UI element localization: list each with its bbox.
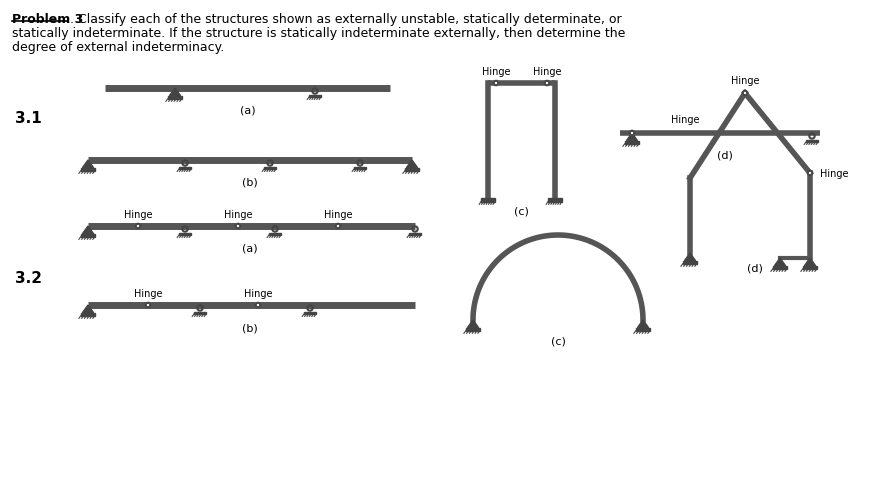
Polygon shape (354, 167, 365, 170)
Text: (d): (d) (746, 264, 762, 273)
Text: Hinge: Hinge (481, 67, 509, 77)
Text: Problem 3: Problem 3 (12, 13, 83, 26)
Polygon shape (168, 97, 182, 99)
Polygon shape (83, 226, 93, 234)
Text: Hinge: Hinge (133, 288, 162, 298)
Text: Hinge: Hinge (532, 67, 561, 77)
Circle shape (335, 224, 340, 229)
Text: 3.1: 3.1 (15, 111, 41, 126)
Polygon shape (624, 142, 638, 144)
Circle shape (135, 224, 140, 229)
Polygon shape (269, 233, 281, 236)
Text: (b): (b) (241, 324, 257, 333)
Text: Hinge: Hinge (323, 209, 352, 220)
Text: Hinge: Hinge (224, 209, 252, 220)
Polygon shape (169, 89, 180, 97)
Text: (d): (d) (716, 151, 732, 161)
Polygon shape (547, 199, 561, 202)
Polygon shape (309, 96, 320, 98)
Polygon shape (405, 168, 419, 171)
Polygon shape (81, 234, 95, 237)
Polygon shape (774, 259, 785, 266)
Polygon shape (682, 261, 696, 264)
Polygon shape (406, 161, 417, 168)
Polygon shape (408, 233, 421, 236)
Circle shape (146, 303, 150, 307)
Text: 3.2: 3.2 (15, 271, 42, 286)
Circle shape (493, 81, 498, 86)
Polygon shape (772, 266, 786, 269)
Text: Hinge: Hinge (243, 288, 272, 298)
Text: (a): (a) (242, 244, 257, 253)
Polygon shape (805, 141, 817, 142)
Circle shape (544, 81, 549, 86)
Circle shape (629, 131, 634, 136)
Polygon shape (803, 259, 815, 266)
Polygon shape (83, 161, 93, 168)
Polygon shape (467, 320, 478, 328)
Text: . Classify each of the structures shown as externally unstable, statically deter: . Classify each of the structures shown … (70, 13, 621, 26)
Text: Hinge: Hinge (670, 115, 699, 125)
Polygon shape (480, 199, 494, 202)
Polygon shape (179, 233, 191, 236)
Text: Hinge: Hinge (730, 76, 759, 86)
Polygon shape (637, 320, 648, 328)
Circle shape (255, 303, 260, 307)
Text: (b): (b) (241, 178, 257, 187)
Polygon shape (802, 266, 816, 269)
Polygon shape (626, 134, 637, 142)
Polygon shape (465, 328, 479, 331)
Polygon shape (684, 253, 694, 261)
Text: Hinge: Hinge (819, 169, 847, 179)
Polygon shape (81, 313, 95, 316)
Polygon shape (83, 305, 93, 313)
Polygon shape (81, 168, 95, 171)
Polygon shape (636, 328, 649, 331)
Circle shape (235, 224, 240, 229)
Text: (c): (c) (514, 206, 529, 217)
Circle shape (807, 171, 811, 176)
Polygon shape (263, 167, 276, 170)
Text: statically indeterminate. If the structure is statically indeterminate externall: statically indeterminate. If the structu… (12, 27, 624, 40)
Polygon shape (194, 312, 205, 314)
Circle shape (742, 92, 746, 96)
Text: (c): (c) (550, 336, 565, 346)
Polygon shape (304, 312, 315, 314)
Text: (a): (a) (240, 106, 255, 116)
Text: Hinge: Hinge (124, 209, 152, 220)
Text: degree of external indeterminacy.: degree of external indeterminacy. (12, 41, 224, 54)
Polygon shape (179, 167, 191, 170)
